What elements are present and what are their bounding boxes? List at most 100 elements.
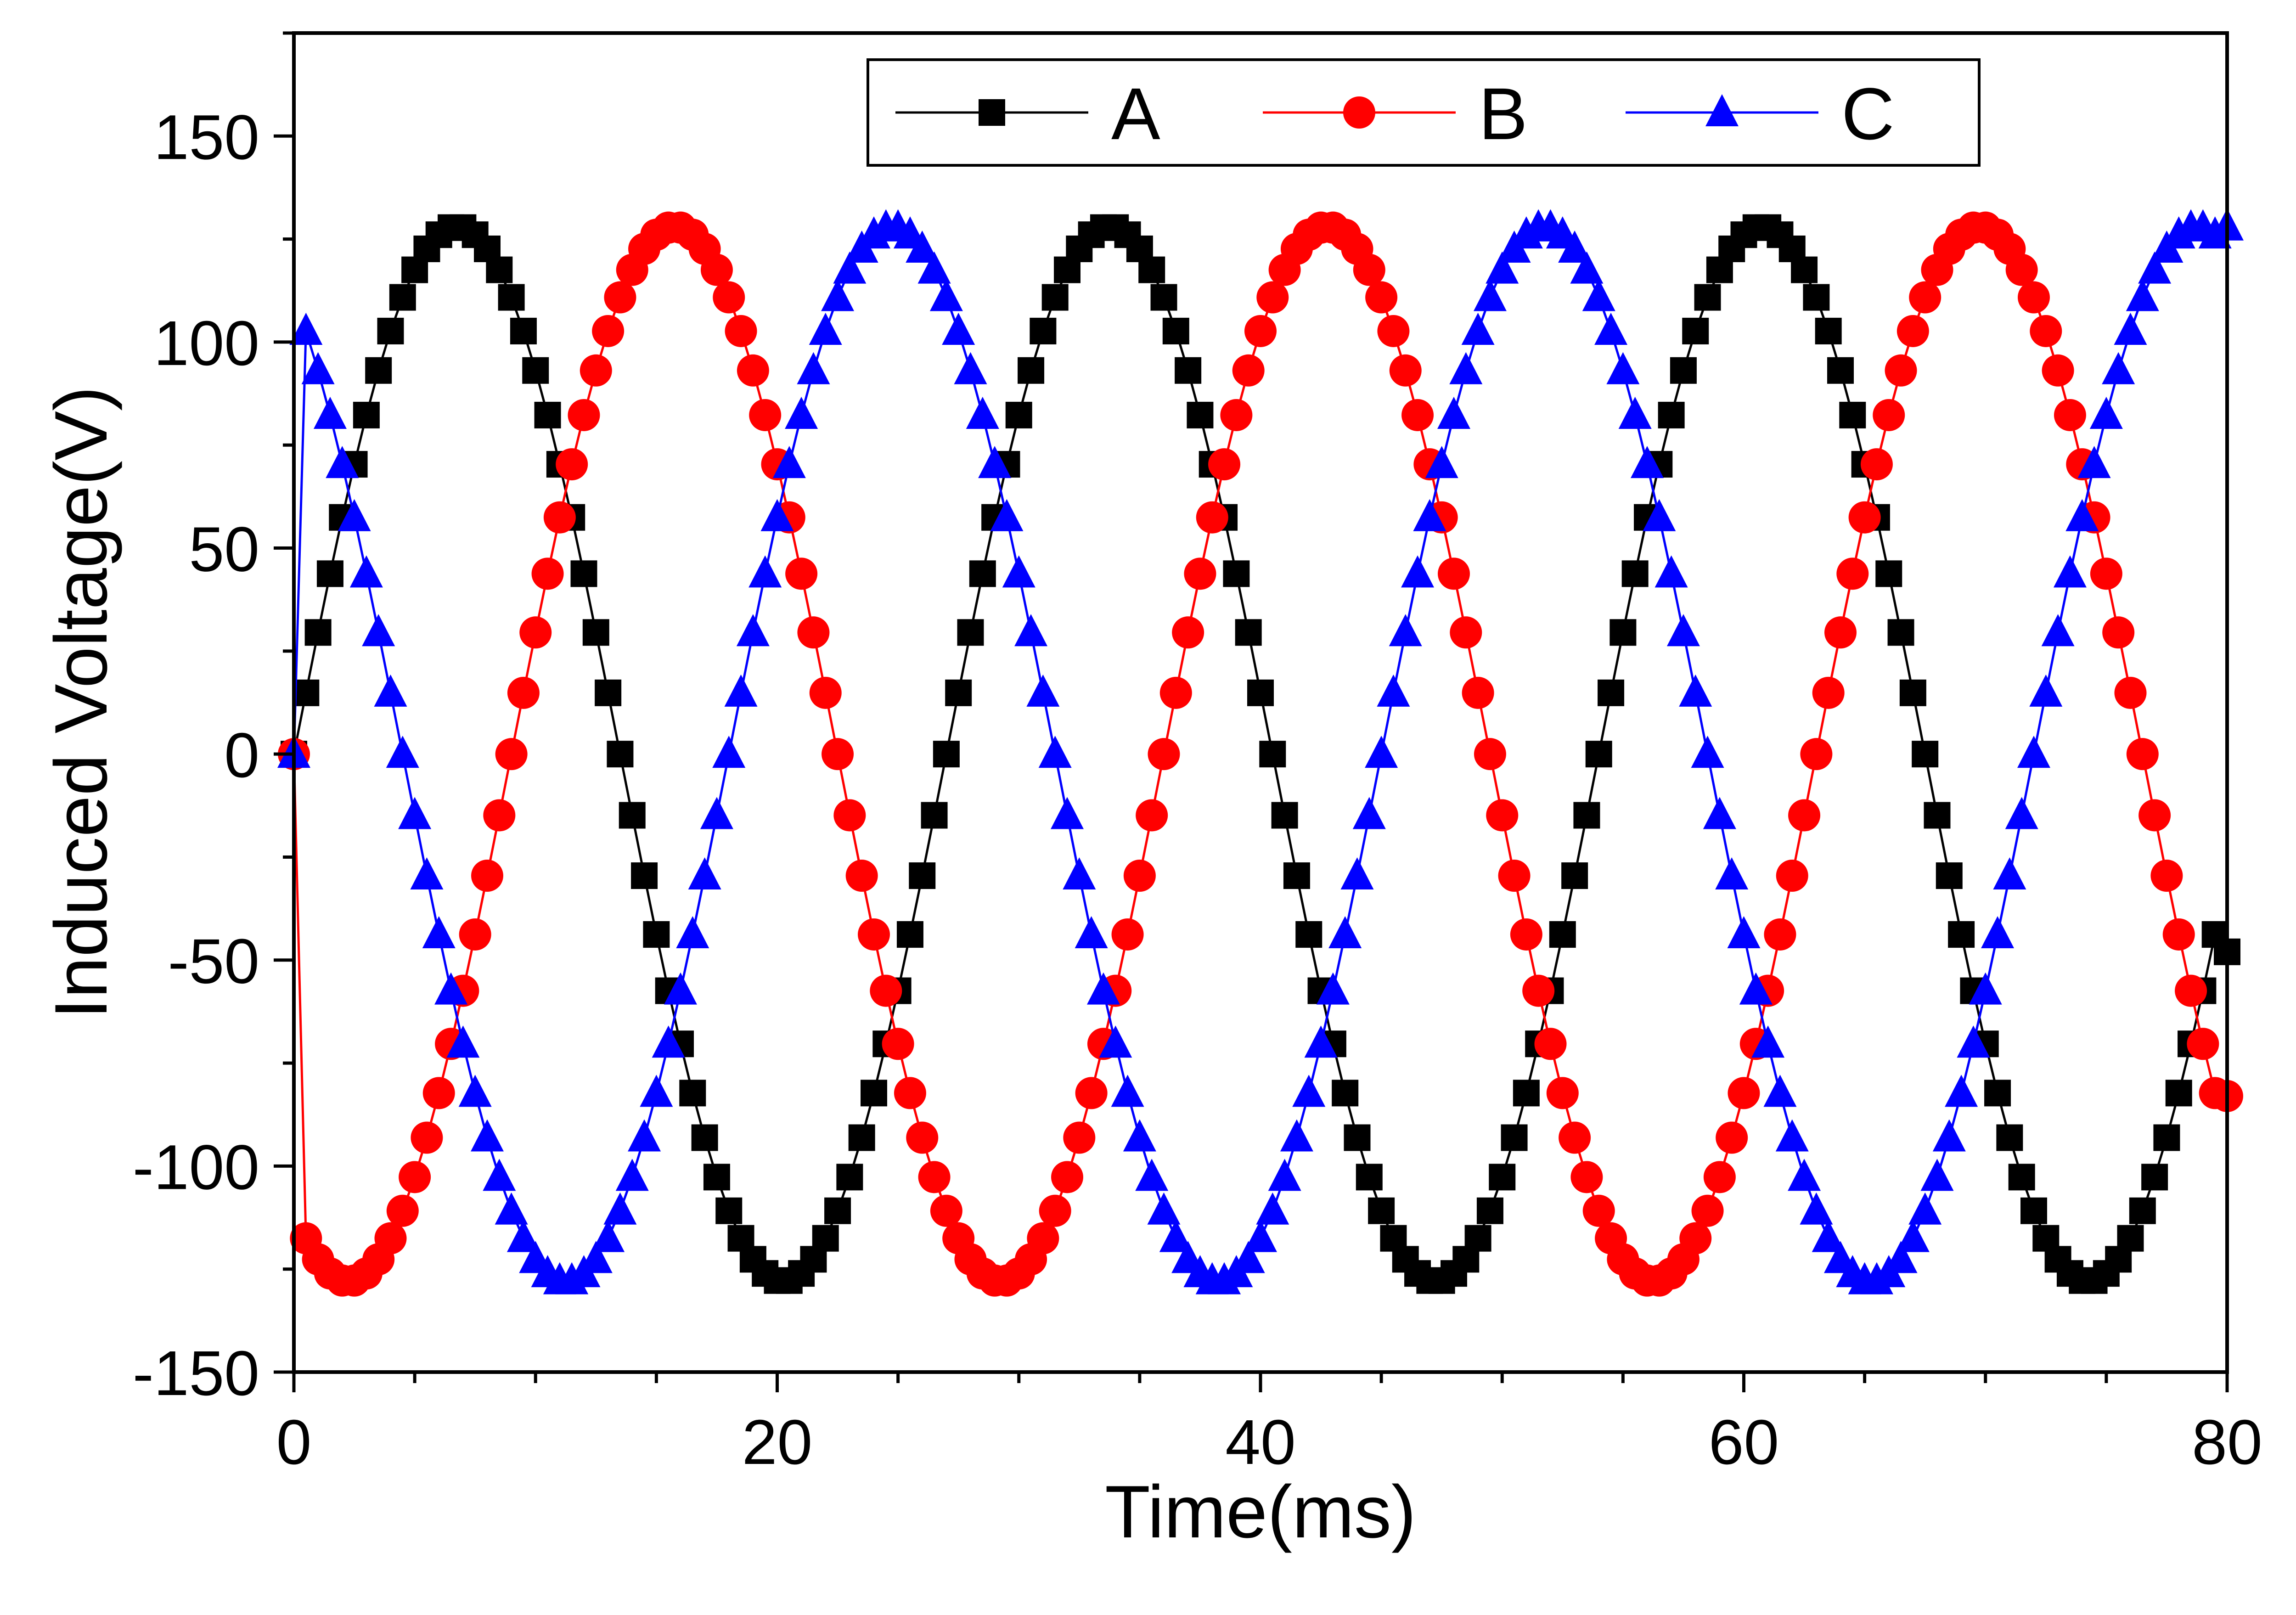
- series-b-point: [2102, 616, 2135, 649]
- series-c-point: [1256, 1192, 1289, 1225]
- series-a-point: [1609, 619, 1637, 646]
- series-b-point: [2138, 799, 2171, 832]
- series-b-point: [700, 253, 733, 286]
- series-a-point: [1827, 357, 1854, 384]
- series-a-point: [1018, 357, 1045, 384]
- series-b-point: [556, 448, 588, 481]
- series-b-point: [1510, 918, 1542, 951]
- series-c-point: [1691, 736, 1724, 768]
- series-b-point: [507, 676, 540, 709]
- series-c-point: [301, 352, 335, 384]
- series-b-point: [1051, 1161, 1083, 1193]
- series-b-point: [1788, 799, 1821, 832]
- series-a-point: [1344, 1124, 1371, 1151]
- series-a-point: [1694, 284, 1721, 311]
- series-b-point: [1196, 501, 1228, 534]
- series-a-point: [1464, 1225, 1491, 1252]
- series-b-point: [2162, 918, 2195, 951]
- series-c-point: [313, 396, 347, 429]
- legend-label-a: A: [1111, 73, 1160, 155]
- series-c-point: [990, 499, 1024, 531]
- series-a-point: [510, 317, 537, 344]
- series-b-point: [459, 918, 491, 951]
- series-a-point: [957, 619, 984, 646]
- series-a-point: [293, 679, 320, 706]
- series-b-point: [1486, 799, 1519, 832]
- series-c-point: [326, 446, 359, 478]
- series-a-point: [1682, 317, 1709, 344]
- series-b-point: [1716, 1121, 1748, 1154]
- series-a-point: [1791, 256, 1818, 283]
- series-a-point: [2008, 1164, 2035, 1191]
- series-c-point: [362, 614, 395, 647]
- series-a-point: [1598, 679, 1625, 706]
- series-c-point: [917, 251, 951, 284]
- series-c-point: [349, 555, 383, 588]
- series-c-point: [1280, 1119, 1313, 1152]
- series-c-point: [760, 499, 794, 531]
- series-b-point: [386, 1194, 419, 1227]
- series-c-point: [1086, 972, 1120, 1005]
- series-a-point: [643, 921, 670, 948]
- series-a-point: [2020, 1197, 2047, 1224]
- series-c-point: [1268, 1159, 1301, 1191]
- series-b-point: [495, 738, 528, 771]
- series-c-point: [966, 396, 999, 429]
- series-a-point: [1138, 256, 1165, 283]
- series-c-point: [1063, 857, 1096, 890]
- series-c-point: [821, 279, 855, 311]
- series-c-point: [289, 312, 323, 345]
- y-tick-label: -100: [133, 1132, 259, 1203]
- series-c-point: [700, 797, 733, 829]
- y-tick-label: -50: [168, 926, 259, 997]
- series-b-point: [483, 799, 516, 832]
- series-c-point: [1896, 1220, 1930, 1252]
- series-c-point: [1232, 1241, 1265, 1273]
- series-c-point: [1945, 1075, 1978, 1107]
- series-a-point: [570, 560, 597, 587]
- series-a-point: [1887, 619, 1914, 646]
- series-c-point: [1401, 555, 1435, 588]
- series-b-point: [1063, 1121, 1096, 1154]
- series-c-point: [1932, 1119, 1966, 1152]
- series-b-point: [1184, 557, 1216, 590]
- series-b-point: [1039, 1194, 1071, 1227]
- series-a-point: [1984, 1080, 2011, 1107]
- series-c-point: [1618, 396, 1652, 429]
- series-a-point: [1295, 921, 1322, 948]
- series-a-point: [909, 862, 936, 889]
- legend: A B C: [867, 58, 1981, 167]
- series-b-point: [1353, 253, 1385, 286]
- series-b-point: [713, 281, 745, 314]
- series-b-point: [1534, 1028, 1567, 1060]
- series-c-point: [1751, 1025, 1785, 1058]
- series-c-point: [471, 1119, 504, 1152]
- series-b-point: [1836, 557, 1869, 590]
- series-b-point: [422, 1077, 455, 1109]
- series-a-point: [304, 619, 332, 646]
- series-a-point: [1561, 862, 1588, 889]
- series-b-point: [1438, 557, 1470, 590]
- series-a-point: [1259, 741, 1286, 768]
- series-b-point: [906, 1121, 939, 1154]
- series-a-point: [1235, 619, 1262, 646]
- legend-marker-b: [1343, 96, 1375, 129]
- series-b-point: [2114, 676, 2147, 709]
- series-c-point: [1365, 736, 1398, 768]
- series-b-point: [1498, 860, 1531, 892]
- y-tick-label: 150: [154, 102, 259, 173]
- series-b-point: [930, 1194, 962, 1227]
- series-c-point: [772, 446, 806, 478]
- series-b-point: [1208, 448, 1241, 481]
- series-c-point: [1582, 279, 1615, 311]
- series-c-point: [2138, 251, 2172, 284]
- series-b-point: [1909, 281, 1941, 314]
- series-c-point: [797, 352, 830, 384]
- series-a-point: [1658, 401, 1685, 428]
- series-c-point: [2065, 499, 2099, 531]
- series-b-point: [894, 1077, 926, 1109]
- series-c-point: [1111, 1075, 1144, 1107]
- series-c-point: [1606, 352, 1640, 384]
